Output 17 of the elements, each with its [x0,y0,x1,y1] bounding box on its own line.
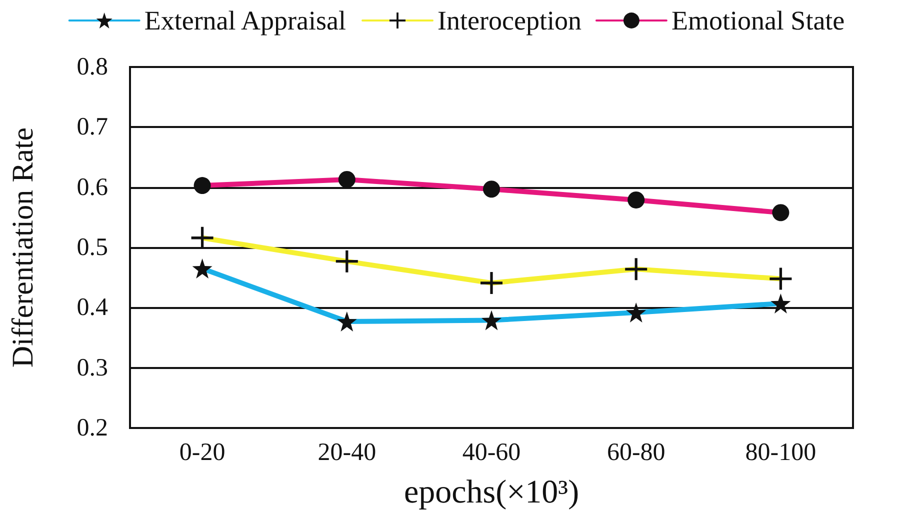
legend-label: Emotional State [671,6,845,36]
y-tick-label: 0.4 [76,294,108,322]
legend-label: External Appraisal [144,6,346,36]
legend-label: Interoception [438,6,582,36]
x-axis-title: epochs(×10³) [404,474,580,510]
x-tick-label: 0-20 [179,439,226,466]
y-axis-title: Differentiation Rate [6,127,40,368]
x-tick-label: 20-40 [318,439,376,466]
x-tick-label: 40-60 [462,439,521,466]
y-tick-label: 0.8 [76,54,108,80]
y-tick-label: 0.2 [76,414,108,442]
x-tick-label: 80-100 [745,439,816,466]
y-tick-label: 0.6 [76,174,108,201]
y-tick-label: 0.7 [76,114,108,141]
x-tick-label: 60-80 [606,439,666,466]
y-tick-label: 0.3 [76,354,108,382]
y-tick-label: 0.5 [76,234,108,261]
